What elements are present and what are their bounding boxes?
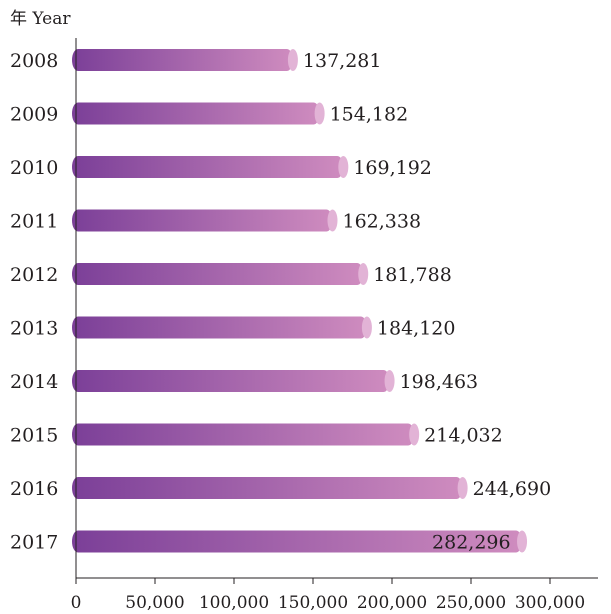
x-tick-label-250000: 250,000 [436, 593, 506, 613]
bar-2017 [72, 530, 523, 553]
category-label-2017: 2017 [10, 532, 58, 554]
value-label-2011: 162,338 [342, 211, 421, 233]
bar-cap-2008 [287, 49, 298, 71]
category-label-2015: 2015 [10, 425, 58, 447]
category-label-2010: 2010 [10, 157, 58, 179]
value-label-2017: 282,296 [432, 532, 511, 554]
bar-cap-2015 [409, 423, 420, 446]
category-label-2011: 2011 [10, 211, 58, 233]
y-axis-title: 年 Year [10, 9, 71, 29]
bar-2016 [72, 477, 463, 499]
bars-group: 2008 137,281 2009 154,182 2010 169,192 2011 162… [10, 49, 551, 554]
bar-cap-2009 [314, 102, 325, 125]
bar-2014 [72, 370, 390, 392]
x-tick-label-300000: 300,000 [515, 593, 585, 613]
value-label-2013: 184,120 [377, 318, 456, 340]
bar-cap-2013 [361, 316, 372, 339]
bar-2008 [72, 49, 293, 71]
bar-cap-2016 [457, 477, 468, 499]
value-label-2009: 154,182 [330, 104, 409, 126]
x-axis: 0 50,000 100,000 150,000 200,000 250,000 300,0… [71, 38, 598, 613]
bar-cap-2010 [338, 156, 349, 178]
bar-2011 [72, 209, 333, 232]
x-tick-label-50000: 50,000 [125, 593, 184, 613]
category-label-2014: 2014 [10, 371, 58, 393]
bar-2012 [72, 263, 364, 285]
value-label-2014: 198,463 [400, 371, 479, 393]
value-label-2010: 169,192 [353, 157, 432, 179]
category-label-2012: 2012 [10, 264, 58, 286]
x-tick-label-0: 0 [71, 593, 82, 613]
value-label-2015: 214,032 [424, 425, 503, 447]
x-tick-label-150000: 150,000 [278, 593, 348, 613]
x-tick-label-200000: 200,000 [357, 593, 427, 613]
bar-cap-2012 [358, 263, 369, 285]
bar-2013 [72, 316, 367, 339]
bar-2015 [72, 423, 415, 446]
bar-2010 [72, 156, 344, 178]
bar-cap-2011 [327, 209, 338, 232]
category-label-2008: 2008 [10, 50, 58, 72]
bar-2009 [72, 102, 320, 125]
value-label-2008: 137,281 [303, 50, 382, 72]
bar-cap-2017 [517, 530, 528, 553]
value-label-2012: 181,788 [373, 264, 452, 286]
category-label-2009: 2009 [10, 104, 58, 126]
bar-cap-2014 [384, 370, 395, 392]
x-tick-label-100000: 100,000 [199, 593, 269, 613]
category-label-2016: 2016 [10, 478, 58, 500]
category-label-2013: 2013 [10, 318, 58, 340]
value-label-2016: 244,690 [473, 478, 552, 500]
